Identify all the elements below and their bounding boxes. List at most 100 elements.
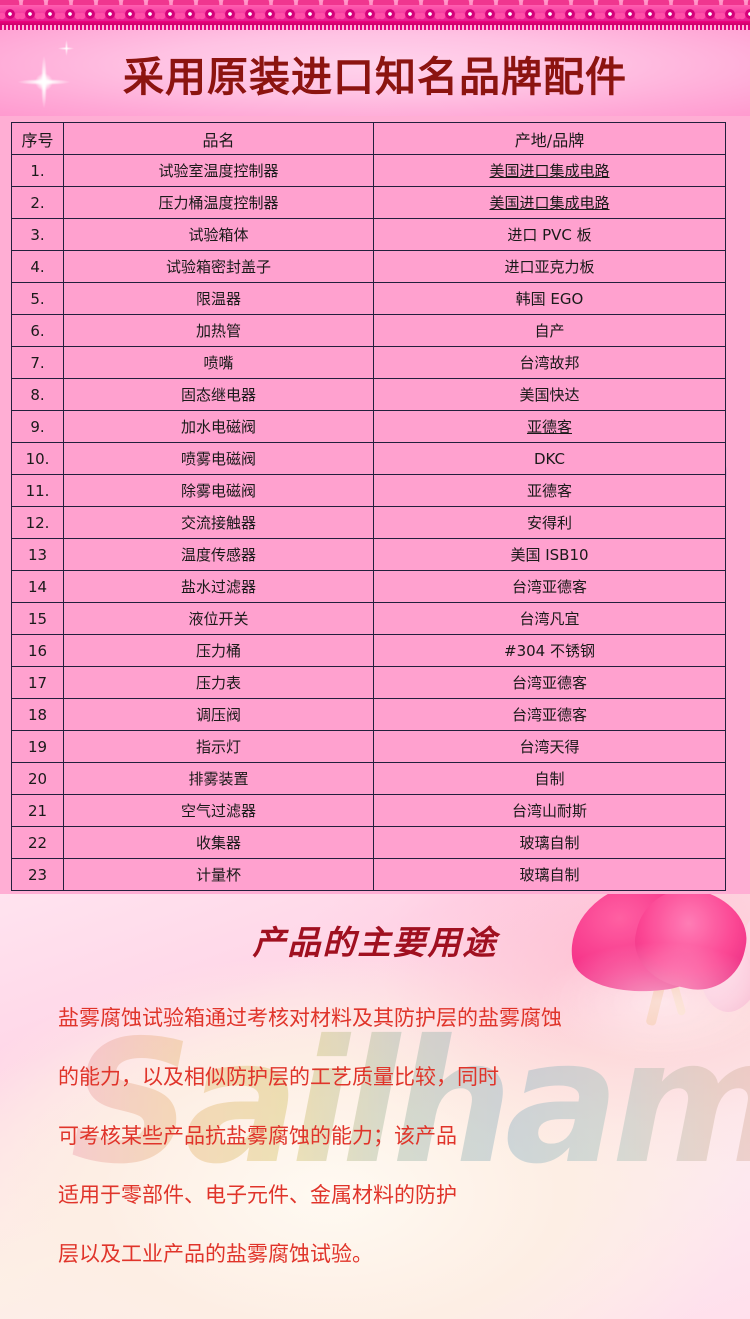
origin-text: 安得利 <box>526 514 572 532</box>
cell-part-name: 固态继电器 <box>63 378 374 411</box>
cell-origin-brand: 亚德客 <box>373 410 726 443</box>
cell-part-name: 调压阀 <box>63 698 374 731</box>
column-header-index: 序号 <box>11 122 64 155</box>
origin-text: 美国 ISB10 <box>510 546 589 564</box>
uses-line: 盐雾腐蚀试验箱通过考核对材料及其防护层的盐雾腐蚀 <box>58 1006 562 1030</box>
table-row: 19 指示灯 台湾天得 <box>11 730 726 763</box>
cell-index: 3. <box>11 218 64 251</box>
origin-text: 美国快达 <box>519 386 580 404</box>
table-row: 6. 加热管 自产 <box>11 314 726 347</box>
cell-part-name: 加热管 <box>63 314 374 347</box>
cell-origin-brand: 进口亚克力板 <box>373 250 726 283</box>
cell-part-name: 试验箱体 <box>63 218 374 251</box>
cell-index: 20 <box>11 762 64 795</box>
cell-origin-brand: 韩国 EGO <box>373 282 726 315</box>
cell-index: 11. <box>11 474 64 507</box>
cell-index: 19 <box>11 730 64 763</box>
cell-origin-brand: DKC <box>373 442 726 475</box>
table-row: 22 收集器 玻璃自制 <box>11 826 726 859</box>
cell-part-name: 温度传感器 <box>63 538 374 571</box>
cell-index: 7. <box>11 346 64 379</box>
table-row: 15 液位开关 台湾凡宜 <box>11 602 726 635</box>
origin-text: 玻璃自制 <box>519 866 580 884</box>
cell-origin-brand: #304 不锈钢 <box>373 634 726 667</box>
cell-origin-brand: 台湾凡宜 <box>373 602 726 635</box>
cell-index: 6. <box>11 314 64 347</box>
cell-origin-brand: 台湾亚德客 <box>373 570 726 603</box>
origin-text: #304 不锈钢 <box>504 642 595 660</box>
table-row: 9. 加水电磁阀 亚德客 <box>11 410 726 443</box>
cell-index: 23 <box>11 858 64 891</box>
origin-text: 台湾天得 <box>519 738 580 756</box>
cell-origin-brand: 台湾亚德客 <box>373 666 726 699</box>
origin-text: 亚德客 <box>526 418 572 436</box>
table-row: 5. 限温器 韩国 EGO <box>11 282 726 315</box>
table-row: 17 压力表 台湾亚德客 <box>11 666 726 699</box>
table-row: 4. 试验箱密封盖子 进口亚克力板 <box>11 250 726 283</box>
origin-text: 台湾故邦 <box>519 354 580 372</box>
cell-index: 14 <box>11 570 64 603</box>
cell-index: 1. <box>11 154 64 187</box>
cell-part-name: 试验箱密封盖子 <box>63 250 374 283</box>
cell-index: 4. <box>11 250 64 283</box>
cell-part-name: 指示灯 <box>63 730 374 763</box>
uses-line: 层以及工业产品的盐雾腐蚀试验。 <box>58 1242 373 1266</box>
cell-part-name: 压力表 <box>63 666 374 699</box>
table-row: 16 压力桶 #304 不锈钢 <box>11 634 726 667</box>
table-row: 20 排雾装置 自制 <box>11 762 726 795</box>
cell-part-name: 试验室温度控制器 <box>63 154 374 187</box>
cell-index: 18 <box>11 698 64 731</box>
cell-index: 21 <box>11 794 64 827</box>
table-row: 11. 除雾电磁阀 亚德客 <box>11 474 726 507</box>
cell-origin-brand: 台湾天得 <box>373 730 726 763</box>
cell-origin-brand: 自产 <box>373 314 726 347</box>
cell-part-name: 空气过滤器 <box>63 794 374 827</box>
column-header-origin: 产地/品牌 <box>373 122 726 155</box>
table-row: 18 调压阀 台湾亚德客 <box>11 698 726 731</box>
table-row: 3. 试验箱体 进口 PVC 板 <box>11 218 726 251</box>
origin-text: 台湾亚德客 <box>511 674 587 692</box>
lace-teeth-row <box>0 25 750 30</box>
cell-index: 13 <box>11 538 64 571</box>
main-uses-section: Sailham 产品的主要用途 盐雾腐蚀试验箱通过考核对材料及其防护层的盐雾腐蚀… <box>0 894 750 1319</box>
cell-index: 2. <box>11 186 64 219</box>
table-row: 10. 喷雾电磁阀 DKC <box>11 442 726 475</box>
table-row: 13 温度传感器 美国 ISB10 <box>11 538 726 571</box>
table-row: 1. 试验室温度控制器 美国进口集成电路 <box>11 154 726 187</box>
origin-text: 台湾亚德客 <box>511 706 587 724</box>
sparkle-small-icon <box>58 40 74 56</box>
uses-line: 适用于零部件、电子元件、金属材料的防护 <box>58 1183 457 1207</box>
cell-index: 10. <box>11 442 64 475</box>
origin-text: 台湾凡宜 <box>519 610 580 628</box>
origin-text: DKC <box>533 449 566 468</box>
origin-text: 自制 <box>534 770 565 788</box>
table-row: 8. 固态继电器 美国快达 <box>11 378 726 411</box>
cell-part-name: 压力桶 <box>63 634 374 667</box>
parts-table-section: Sailham 序号 品名 产地/品牌 1.试验室温度控制器美国进口集成电路2.… <box>0 116 750 896</box>
table-row: 23 计量杯 玻璃自制 <box>11 858 726 891</box>
cell-origin-brand: 美国 ISB10 <box>373 538 726 571</box>
origin-text: 进口亚克力板 <box>504 258 595 276</box>
cell-part-name: 压力桶温度控制器 <box>63 186 374 219</box>
origin-text: 亚德客 <box>526 482 572 500</box>
cell-part-name: 计量杯 <box>63 858 374 891</box>
table-row: 14 盐水过滤器 台湾亚德客 <box>11 570 726 603</box>
origin-text: 自产 <box>534 322 565 340</box>
parts-table: 序号 品名 产地/品牌 1. 试验室温度控制器 美国进口集成电路 2. 压力桶温度控制器… <box>11 122 726 891</box>
cell-part-name: 盐水过滤器 <box>63 570 374 603</box>
table-header-row: 序号 品名 产地/品牌 <box>11 122 726 155</box>
uses-line: 的能力，以及相似防护层的工艺质量比较，同时 <box>58 1065 499 1089</box>
cell-part-name: 收集器 <box>63 826 374 859</box>
cell-index: 22 <box>11 826 64 859</box>
origin-text: 台湾亚德客 <box>511 578 587 596</box>
cell-index: 9. <box>11 410 64 443</box>
origin-text: 进口 PVC 板 <box>507 226 592 244</box>
lace-medallion-row <box>0 5 750 23</box>
cell-part-name: 排雾装置 <box>63 762 374 795</box>
cell-origin-brand: 美国进口集成电路 <box>373 154 726 187</box>
cell-origin-brand: 美国快达 <box>373 378 726 411</box>
cell-index: 8. <box>11 378 64 411</box>
lace-border-icon <box>0 0 750 30</box>
uses-line: 可考核某些产品抗盐雾腐蚀的能力；该产品 <box>58 1124 457 1148</box>
